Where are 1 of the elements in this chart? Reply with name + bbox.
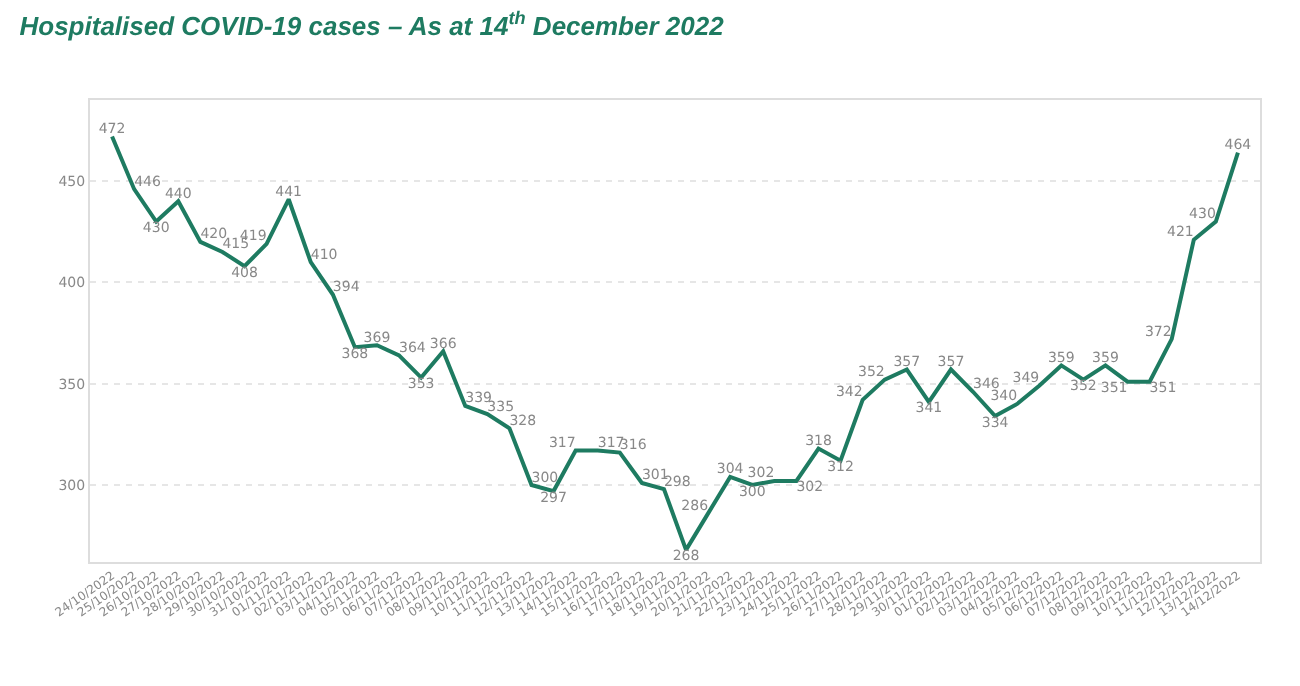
chart-title: Hospitalised COVID-19 cases – As at 14$^{th}$ December 2022 [19,8,726,42]
